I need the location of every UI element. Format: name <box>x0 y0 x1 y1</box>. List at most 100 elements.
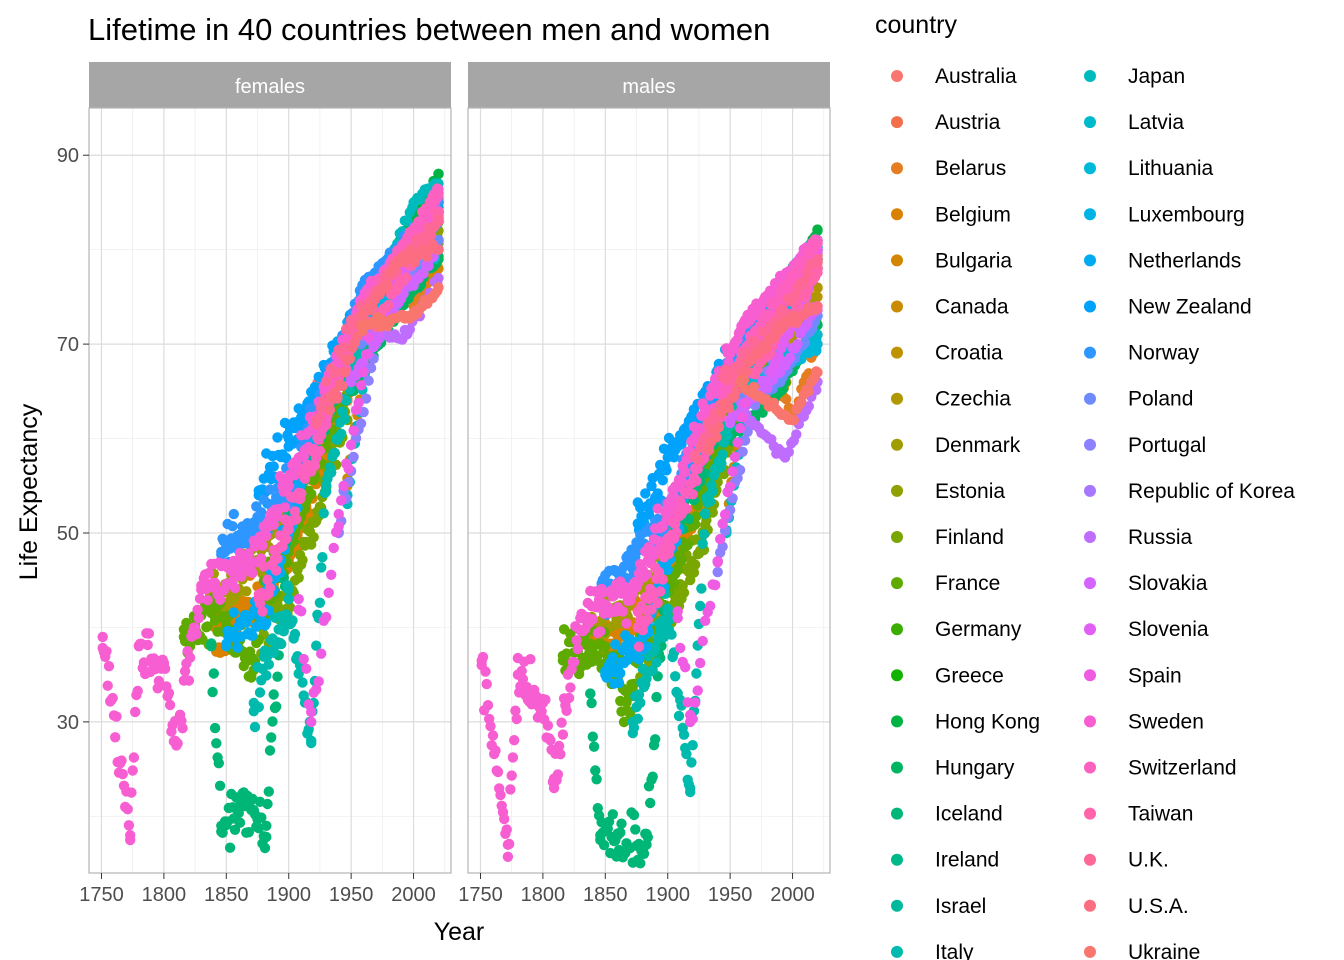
facet-strip <box>89 62 451 108</box>
point-sweden <box>236 571 247 582</box>
point-iceland <box>641 839 652 850</box>
point-italy <box>707 486 718 497</box>
point-sweden <box>101 646 112 657</box>
x-tick-label: 1900 <box>266 884 311 906</box>
point-italy <box>283 584 294 595</box>
points-layer <box>97 168 444 854</box>
point-u-s-a- <box>382 279 393 290</box>
point-italy <box>670 671 681 682</box>
point-sweden <box>196 584 207 595</box>
point-new-zealand <box>272 432 283 443</box>
point-italy <box>716 458 727 469</box>
point-italy <box>678 729 690 740</box>
point-spain <box>301 663 312 674</box>
point-finland <box>293 572 304 583</box>
point-sweden <box>143 628 155 639</box>
point-sweden <box>268 519 279 530</box>
point-iceland <box>267 716 278 727</box>
point-switzerland <box>291 514 302 525</box>
point-italy <box>695 600 706 612</box>
point-sweden <box>177 723 188 734</box>
point-u-k- <box>311 414 322 425</box>
point-japan <box>408 197 419 208</box>
point-france <box>202 621 213 632</box>
point-hong-kong <box>433 168 444 180</box>
point-sweden <box>257 540 268 551</box>
point-iceland <box>264 745 276 756</box>
point-italy <box>651 657 662 668</box>
point-italy <box>317 552 328 563</box>
point-netherlands <box>232 642 243 653</box>
point-italy <box>306 735 317 746</box>
point-u-s-a- <box>339 366 351 378</box>
point-sweden <box>117 768 128 780</box>
point-italy <box>662 603 673 614</box>
point-italy <box>705 496 716 507</box>
point-russia <box>433 272 444 284</box>
point-portugal <box>348 451 359 463</box>
point-spain <box>355 380 367 391</box>
point-italy <box>691 668 702 679</box>
point-sweden <box>128 752 140 763</box>
point-sweden <box>116 755 127 766</box>
point-sweden <box>261 530 272 542</box>
point-switzerland <box>264 582 276 594</box>
point-belarus <box>781 394 792 405</box>
point-iceland <box>587 731 598 742</box>
point-sweden <box>246 556 257 567</box>
point-sweden <box>125 830 136 841</box>
point-italy <box>316 562 327 573</box>
point-italy <box>249 721 261 733</box>
point-sweden <box>279 502 291 513</box>
point-switzerland <box>257 606 268 617</box>
point-sweden <box>132 685 143 697</box>
point-u-s-a- <box>324 405 336 416</box>
point-italy <box>635 697 646 708</box>
point-netherlands <box>247 630 258 641</box>
point-italy <box>697 538 708 549</box>
point-italy <box>650 642 661 653</box>
point-netherlands <box>615 668 626 679</box>
point-iceland <box>243 827 254 838</box>
point-iceland <box>586 697 597 709</box>
point-iceland <box>645 797 656 809</box>
point-spain <box>311 684 322 695</box>
point-sweden <box>163 687 175 699</box>
point-russia <box>400 329 412 340</box>
x-tick-label: 1800 <box>142 884 187 906</box>
point-italy <box>717 449 728 460</box>
y-tick-label: 90 <box>57 145 79 167</box>
point-france <box>672 565 683 576</box>
point-spain <box>323 587 334 598</box>
point-slovakia <box>418 268 429 279</box>
point-italy <box>681 748 692 760</box>
point-sweden <box>102 680 113 691</box>
point-sweden <box>243 548 254 559</box>
point-switzerland <box>314 445 326 457</box>
point-switzerland <box>289 506 301 517</box>
point-switzerland <box>296 488 307 499</box>
point-italy <box>329 447 341 459</box>
point-italy <box>700 508 711 520</box>
point-norway <box>228 508 239 520</box>
point-iceland <box>209 722 221 734</box>
point-sweden <box>133 641 145 652</box>
point-france <box>557 650 569 661</box>
chart-title: Lifetime in 40 countries between men and… <box>88 12 770 47</box>
point-iceland <box>650 734 661 745</box>
point-sweden <box>202 594 213 606</box>
point-iceland <box>224 842 236 853</box>
point-lithuania <box>812 338 823 350</box>
point-netherlands <box>610 639 621 650</box>
point-iceland <box>272 671 283 682</box>
point-taiwan <box>383 299 394 311</box>
point-iceland <box>261 831 272 843</box>
point-spain <box>316 648 327 659</box>
point-sweden <box>127 765 138 776</box>
point-italy <box>321 480 332 491</box>
point-iceland <box>216 820 227 831</box>
point-spain <box>306 716 317 728</box>
point-italy <box>326 467 337 478</box>
point-italy <box>698 529 710 540</box>
point-u-s-a- <box>433 244 444 255</box>
